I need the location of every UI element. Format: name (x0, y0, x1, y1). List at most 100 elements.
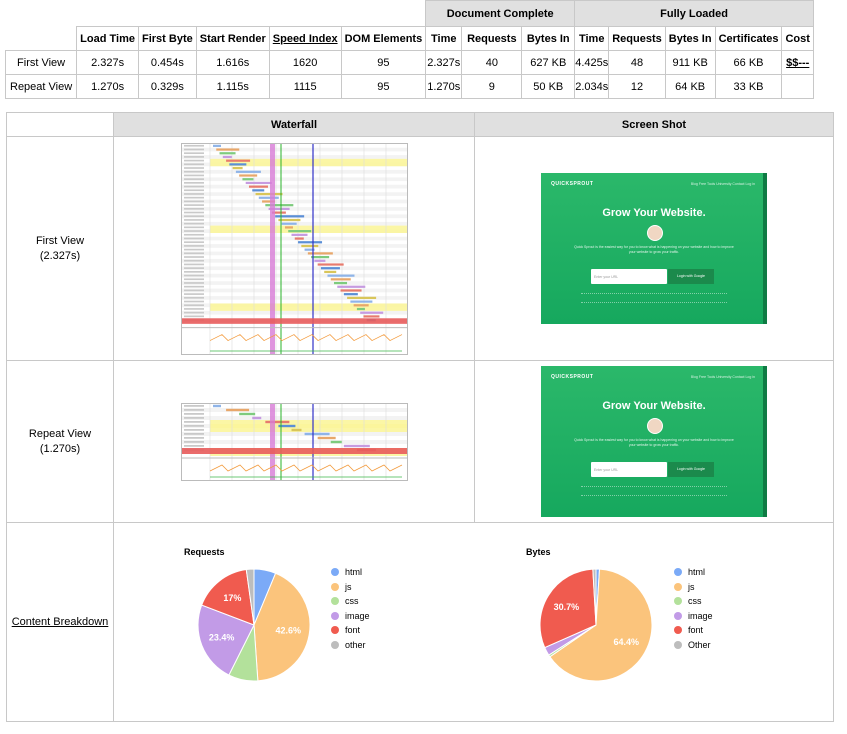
cell-doc-bytes: 627 KB (521, 50, 576, 75)
legend-label: css (345, 596, 359, 606)
waterfall-highlight (181, 317, 407, 324)
site-headline: Grow Your Website. (602, 207, 706, 219)
waterfall-bar (251, 416, 261, 419)
pie-slice-other (245, 568, 255, 626)
legend-swatch (331, 640, 339, 649)
cell-start-render: 1.115s (195, 74, 270, 99)
cell-speed-index: 1115 (268, 74, 342, 99)
waterfall-bar (212, 144, 221, 147)
pie-slice-other (592, 568, 597, 626)
cell-speed-index: 1620 (268, 50, 342, 75)
requests-legend: html js css image font other (331, 565, 370, 652)
legend-label: other (345, 639, 366, 650)
waterfall-bar (297, 240, 322, 243)
legend-item: js (674, 580, 713, 595)
first-view-label: First View (2.327s) (6, 136, 114, 361)
cell-doc-requests: 40 (461, 50, 523, 75)
waterfall-bar (323, 270, 336, 273)
screenshot-first-view[interactable]: QUICKSPROUT Blog Free Tools University C… (541, 173, 767, 324)
legend-item: css (331, 594, 370, 609)
waterfall-bar (362, 314, 379, 318)
waterfall-bar (313, 259, 325, 262)
bytes-chart-title: Bytes (526, 547, 551, 557)
waterfall-highlight (209, 225, 407, 233)
waterfall-first-view[interactable] (180, 142, 408, 355)
bytes-pie-chart: 64.4% 30.7% (539, 568, 653, 682)
legend-label: Other (688, 639, 711, 650)
waterfall-bar (326, 274, 354, 277)
site-body-text: Quick Sprout is the easiest way for you … (574, 438, 734, 447)
content-breakdown-charts: Requests 42.6% 23.4% 17% html js css image fon… (114, 523, 833, 721)
url-input: Enter your URL (591, 462, 667, 477)
waterfall-repeat-view[interactable] (180, 402, 408, 481)
waterfall-highlight (181, 447, 407, 454)
site-logo: QUICKSPROUT (551, 374, 594, 380)
login-button: Login with Google (668, 269, 714, 284)
waterfall-bar (258, 196, 279, 199)
waterfall-bar (291, 428, 301, 431)
cell-first-byte: 0.454s (137, 50, 197, 75)
waterfall-bar (274, 214, 304, 217)
cpu-graph (209, 464, 402, 471)
waterfall-bar (336, 285, 365, 288)
avatar (647, 418, 663, 434)
screenshot-repeat-view[interactable]: QUICKSPROUT Blog Free Tools University C… (541, 366, 767, 517)
waterfall-bar (232, 166, 243, 169)
cost-link[interactable]: $$--- (781, 50, 814, 75)
cell-full-bytes: 911 KB (664, 50, 716, 75)
waterfall-bar (255, 192, 283, 195)
legend-item: html (331, 565, 370, 580)
waterfall-bar (349, 299, 372, 303)
legend-label: font (688, 625, 704, 635)
waterfall-bar (235, 170, 261, 173)
col-start-render: Start Render (195, 26, 270, 51)
legend-item: css (674, 594, 713, 609)
waterfall-bar (300, 244, 318, 247)
waterfall-bar (268, 207, 290, 210)
avatar (647, 225, 663, 241)
waterfall-bar (310, 255, 329, 258)
waterfall-bar (225, 159, 250, 162)
col-speed-index[interactable]: Speed Index (268, 26, 342, 51)
content-breakdown-link[interactable]: Content Breakdown (11, 615, 109, 628)
cell-certificates: 33 KB (714, 74, 783, 99)
legend-swatch (331, 568, 339, 577)
cell-certificates: 66 KB (714, 50, 783, 75)
waterfall-bar (228, 162, 246, 166)
legend-label: image (688, 610, 713, 621)
site-nav: Blog Free Tools University Contact Log i… (690, 182, 755, 186)
legend-swatch (331, 597, 339, 606)
cpu-graph (209, 333, 402, 341)
col-full-time: Time (574, 26, 610, 51)
pie-slice-font (201, 568, 255, 626)
requests-pie-chart: 42.6% 23.4% 17% (197, 568, 311, 682)
site-nav: Blog Free Tools University Contact Log i… (690, 375, 755, 379)
legend-swatch (674, 626, 682, 635)
waterfall-bar (281, 222, 297, 225)
pie-slice-font (539, 568, 597, 649)
cell-doc-bytes: 50 KB (521, 74, 576, 99)
col-cost: Cost (781, 26, 814, 51)
site-logo: QUICKSPROUT (551, 181, 594, 187)
cell-doc-time: 2.327s (425, 50, 463, 75)
pie-label: 30.7% (554, 602, 580, 612)
legend-swatch (674, 640, 682, 649)
cell-full-requests: 12 (608, 74, 666, 99)
waterfall-bar (317, 436, 336, 439)
cell-full-time: 4.425s (574, 50, 610, 75)
legend-label: image (345, 610, 370, 621)
bytes-legend: html js css image font Other (674, 565, 713, 652)
waterfall-bar (215, 147, 239, 151)
row-label: First View (4, 50, 78, 75)
pie-slice-image (197, 604, 255, 676)
waterfall-bar (222, 155, 232, 158)
waterfall-bar (343, 292, 358, 295)
legend-item: other (331, 638, 370, 653)
legend-label: html (345, 567, 363, 577)
pie-label: 64.4% (613, 637, 639, 647)
waterfall-highlight (209, 158, 407, 166)
cell-cost (781, 74, 814, 99)
fully-loaded-group: Fully Loaded (574, 0, 814, 27)
col-doc-time: Time (425, 26, 463, 51)
start-render-line (269, 403, 275, 480)
